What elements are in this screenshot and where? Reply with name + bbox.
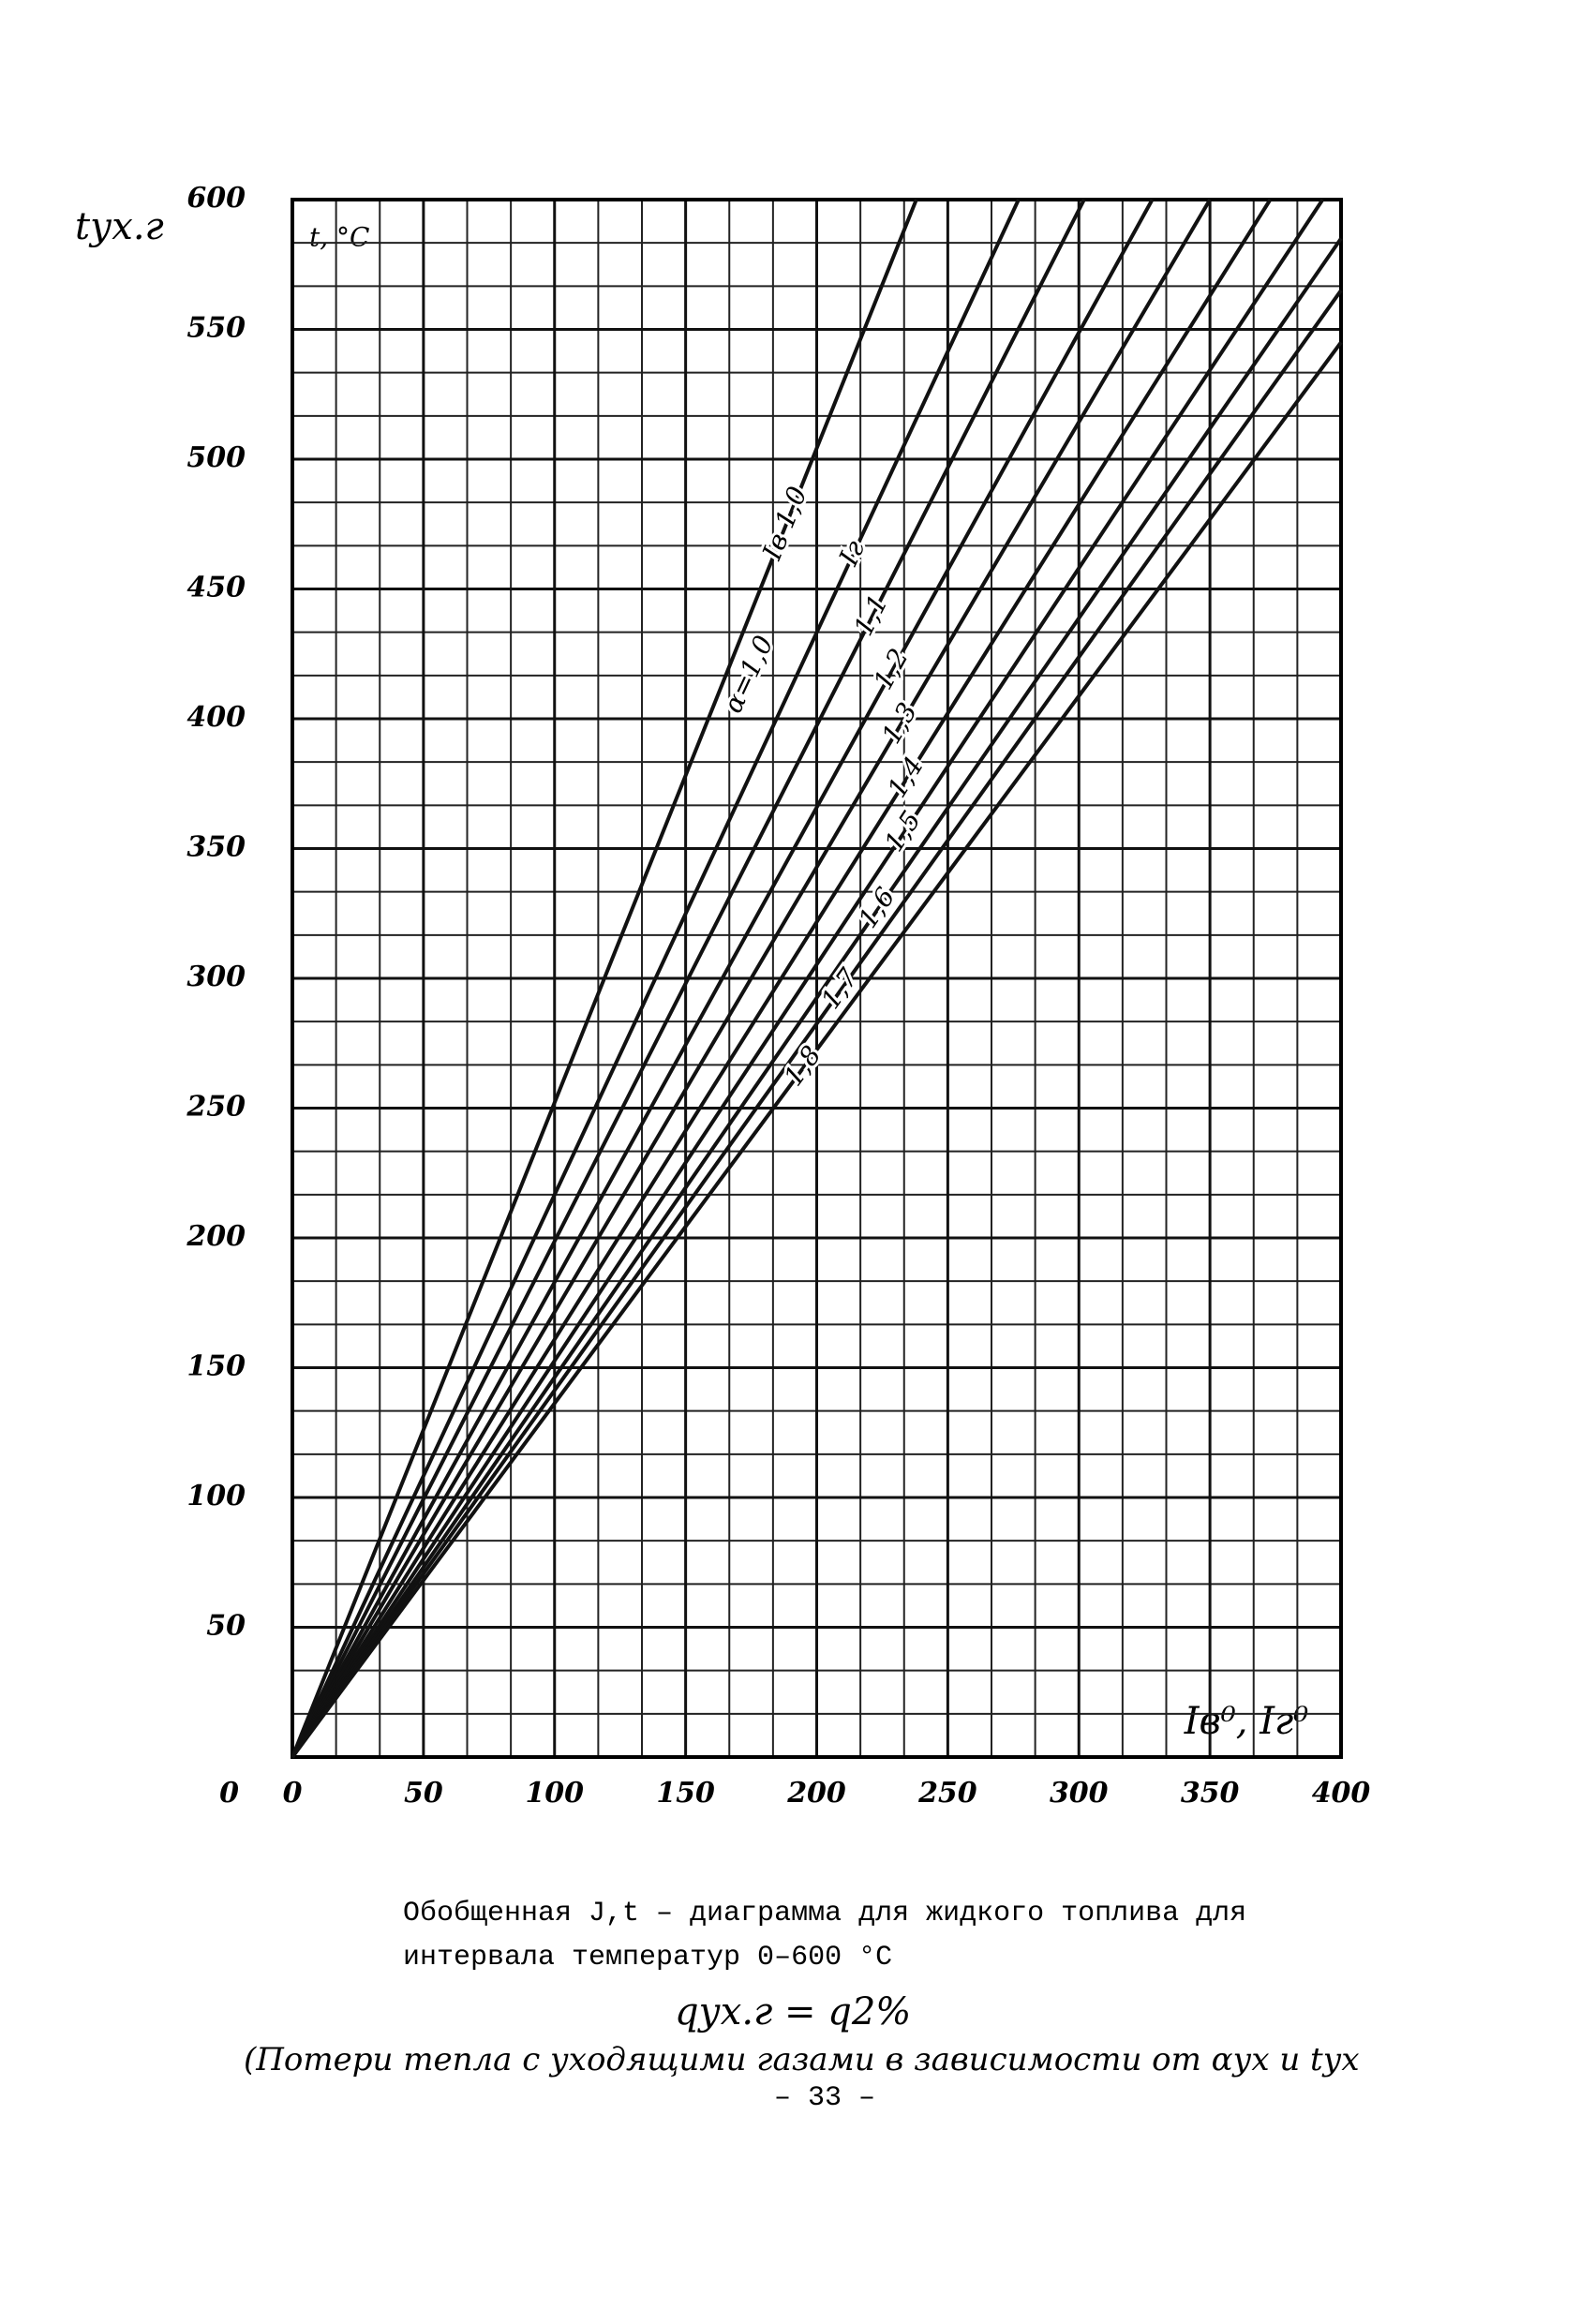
series-label: 1,2 bbox=[868, 643, 915, 694]
y-tick-label: 200 bbox=[186, 1220, 246, 1253]
series-label: Iг bbox=[832, 536, 871, 572]
y-tick-label: 600 bbox=[186, 182, 246, 215]
y-tick-label: 350 bbox=[186, 831, 246, 864]
series-line bbox=[291, 199, 1155, 1758]
x-tick-label: 250 bbox=[917, 1777, 977, 1810]
x-tick-label: 300 bbox=[1050, 1777, 1109, 1810]
series-line bbox=[291, 289, 1343, 1759]
y-tick-label: 500 bbox=[186, 441, 246, 474]
annotation: qух.г = q2% bbox=[675, 1990, 911, 2034]
y-tick-label: 400 bbox=[186, 701, 246, 734]
x-tick-label: 100 bbox=[525, 1777, 584, 1810]
y-tick-label: 0 bbox=[219, 1777, 239, 1810]
y-tick-label: 50 bbox=[206, 1610, 246, 1643]
y-tick-label: 150 bbox=[186, 1350, 246, 1383]
series-label: Iв 1,0 bbox=[756, 483, 813, 565]
y-tick-label: 250 bbox=[186, 1091, 246, 1124]
x-tick-label: 150 bbox=[656, 1777, 715, 1810]
x-tick-label: 350 bbox=[1181, 1777, 1240, 1810]
series-label: 1,3 bbox=[875, 697, 923, 749]
y-tick-label: 450 bbox=[186, 572, 246, 604]
series-line bbox=[291, 199, 1021, 1758]
x-tick-label: 400 bbox=[1312, 1777, 1371, 1810]
series-line bbox=[291, 198, 1325, 1759]
series-line bbox=[291, 199, 918, 1758]
x-axis-label: Iв⁰, Iг⁰ bbox=[1184, 1700, 1309, 1743]
series-line bbox=[291, 198, 1273, 1759]
series-line bbox=[291, 237, 1343, 1759]
series-label: 1,4 bbox=[881, 752, 930, 803]
series-line bbox=[291, 198, 1212, 1759]
y-tick-label: 550 bbox=[186, 312, 246, 345]
series-line bbox=[291, 199, 1086, 1758]
caption: Обобщенная J,t – диаграмма для жидкого т… bbox=[403, 1898, 1246, 1929]
y-axis-label: t, °C bbox=[309, 222, 369, 253]
y-tick-label: 100 bbox=[186, 1480, 246, 1512]
caption: интервала температур 0–600 °С bbox=[403, 1942, 892, 1974]
series-line bbox=[291, 341, 1343, 1759]
series-label: 1,6 bbox=[852, 882, 901, 933]
y-axis-label-left: tух.г bbox=[75, 205, 164, 248]
annotation: (Потери тепла с уходящими газами в завис… bbox=[244, 2041, 1360, 2078]
x-tick-label: 50 bbox=[404, 1777, 443, 1810]
plot-frame bbox=[291, 198, 1343, 1759]
x-tick-label: 200 bbox=[786, 1777, 846, 1810]
y-tick-label: 300 bbox=[186, 961, 246, 993]
page-number: – 33 – bbox=[774, 2082, 875, 2114]
x-tick-label: 0 bbox=[283, 1777, 303, 1810]
